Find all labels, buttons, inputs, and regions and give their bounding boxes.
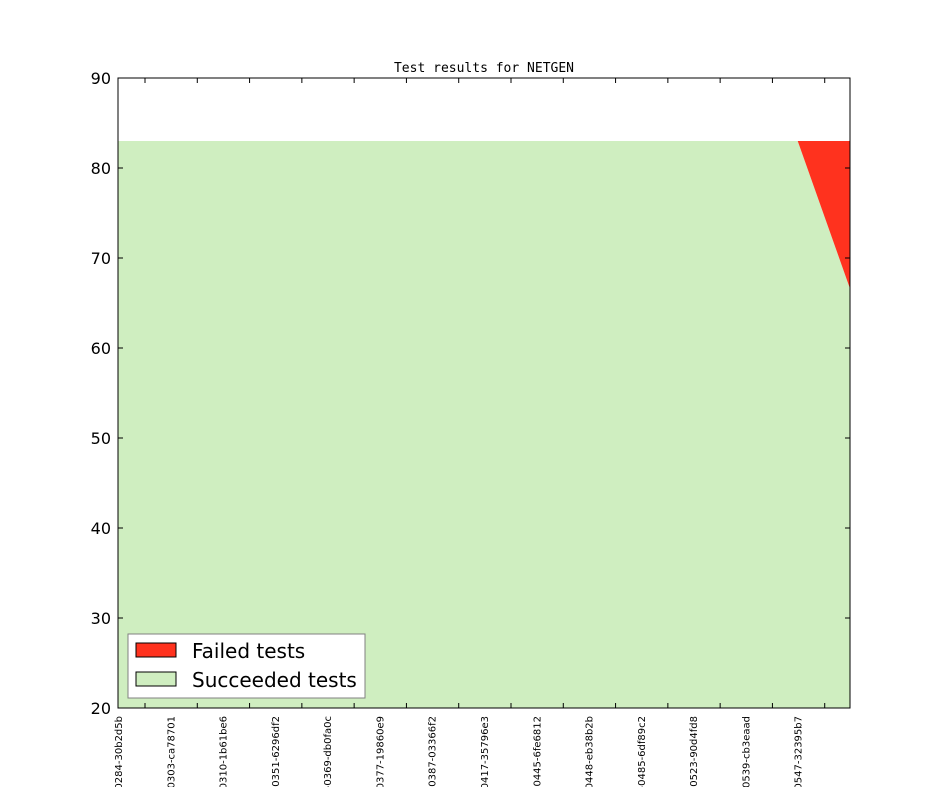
- y-tick-label: 80: [91, 159, 111, 178]
- x-tick-label: -0369-db0fa0c: [323, 716, 334, 787]
- y-axis: 20 30 40 50 60 70 80 90: [91, 69, 850, 718]
- y-tick-label: 50: [91, 429, 111, 448]
- x-tick-label: 0284-30b2d5b: [114, 716, 125, 787]
- x-tick-label: 0310-1b61be6: [219, 716, 230, 787]
- x-tick-label: 0547-32395b7: [794, 716, 805, 787]
- legend: Failed tests Succeeded tests: [127, 633, 366, 699]
- x-tick-label: -0485-6df89c2: [637, 716, 648, 787]
- y-tick-label: 40: [91, 519, 111, 538]
- x-tick-label: 0303-ca78701: [166, 716, 177, 787]
- y-tick-label: 30: [91, 609, 111, 628]
- chart-title: Test results for NETGEN: [394, 61, 574, 76]
- legend-label-failed: Failed tests: [192, 639, 305, 663]
- x-tick-label: 0387-03366f2: [428, 716, 439, 787]
- x-tick-label: -0445-6fe6812: [532, 716, 543, 787]
- x-tick-label: 0417-35796e3: [480, 716, 491, 787]
- y-tick-label: 90: [91, 69, 111, 88]
- x-axis: 0284-30b2d5b 0303-ca78701 0310-1b61be6 -035…: [114, 78, 826, 787]
- x-tick-label: 0539-cb3eaad: [741, 716, 752, 787]
- plot-frame: [117, 77, 851, 709]
- legend-label-succeeded: Succeeded tests: [192, 668, 357, 692]
- plot-area: [118, 141, 850, 708]
- x-tick-label: -0351-6296df2: [271, 716, 282, 787]
- x-tick-label: -0523-90d4fd8: [689, 716, 700, 787]
- legend-swatch-succeeded: [135, 671, 177, 687]
- area-succeeded: [118, 141, 850, 708]
- y-tick-label: 60: [91, 339, 111, 358]
- y-tick-label: 20: [91, 699, 111, 718]
- x-tick-label: 0448-eb38b2b: [585, 716, 596, 787]
- y-tick-label: 70: [91, 249, 111, 268]
- x-tick-label: 0377-19860e9: [375, 716, 386, 787]
- legend-swatch-failed: [135, 642, 177, 658]
